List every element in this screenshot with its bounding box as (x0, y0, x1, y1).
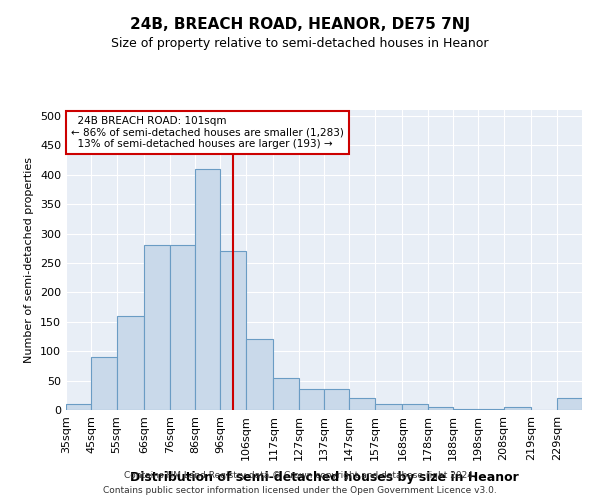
Bar (403, 404, 428, 410)
Text: Contains public sector information licensed under the Open Government Licence v3: Contains public sector information licen… (103, 486, 497, 495)
Bar (66, 404, 91, 410)
Bar (428, 407, 453, 410)
Text: Size of property relative to semi-detached houses in Heanor: Size of property relative to semi-detach… (111, 38, 489, 51)
Text: 24B, BREACH ROAD, HEANOR, DE75 7NJ: 24B, BREACH ROAD, HEANOR, DE75 7NJ (130, 18, 470, 32)
X-axis label: Distribution of semi-detached houses by size in Heanor: Distribution of semi-detached houses by … (130, 471, 518, 484)
Y-axis label: Number of semi-detached properties: Number of semi-detached properties (25, 157, 34, 363)
Text: 24B BREACH ROAD: 101sqm
← 86% of semi-detached houses are smaller (1,283)
  13% : 24B BREACH ROAD: 101sqm ← 86% of semi-de… (71, 116, 344, 149)
Bar (478, 409, 503, 410)
Bar (220, 251, 245, 410)
Bar (91, 357, 116, 410)
Bar (145, 246, 170, 410)
Bar (116, 316, 145, 410)
Bar (195, 169, 220, 410)
Bar (299, 390, 324, 410)
Text: Contains HM Land Registry data © Crown copyright and database right 2024.: Contains HM Land Registry data © Crown c… (124, 471, 476, 480)
Bar (557, 398, 582, 410)
Bar (170, 246, 195, 410)
Bar (349, 398, 374, 410)
Bar (503, 407, 532, 410)
Bar (453, 409, 478, 410)
Bar (324, 390, 349, 410)
Bar (245, 340, 274, 410)
Bar (374, 404, 403, 410)
Bar (274, 378, 299, 410)
